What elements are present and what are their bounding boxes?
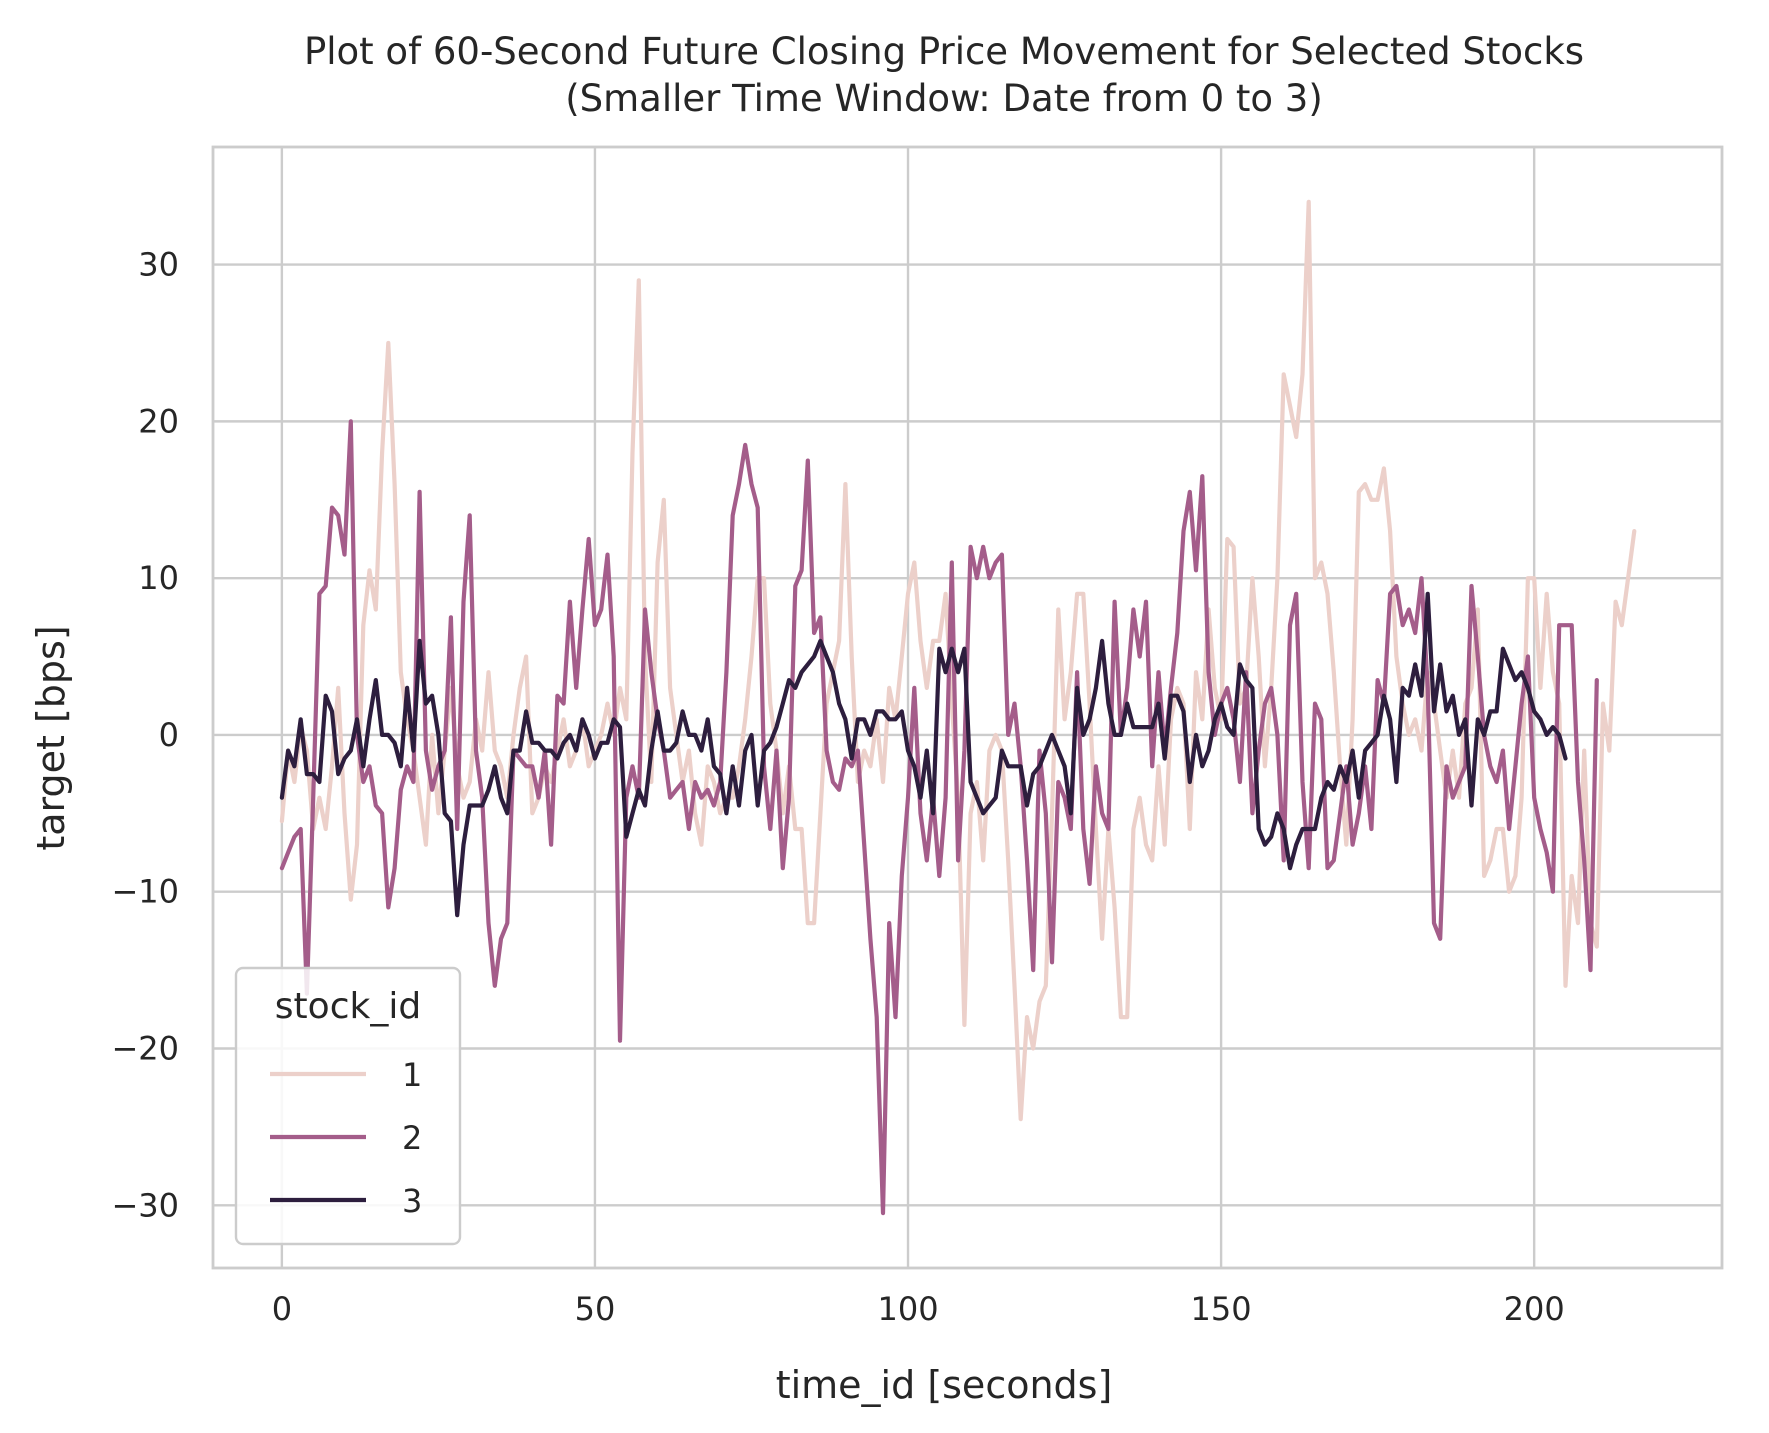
y-tick-label: 20: [138, 402, 179, 440]
y-tick-label: −10: [111, 873, 179, 911]
legend-label-3: 3: [402, 1182, 422, 1220]
x-tick-label: 150: [1191, 1290, 1252, 1328]
chart-title: Plot of 60-Second Future Closing Price M…: [304, 30, 1584, 73]
series-line-3: [279, 591, 1568, 918]
legend-label-1: 1: [402, 1056, 422, 1094]
x-tick-label: 100: [877, 1290, 938, 1328]
chart-subtitle: (Smaller Time Window: Date from 0 to 3): [565, 77, 1323, 120]
x-tick-label: 50: [575, 1290, 616, 1328]
y-tick-label: 30: [138, 246, 179, 284]
y-tick-label: 0: [159, 716, 179, 754]
legend-box: [234, 966, 462, 1246]
y-axis-label: target [bps]: [29, 625, 73, 850]
y-tick-label: −30: [111, 1186, 179, 1224]
axes-frame: [211, 145, 1724, 1270]
series-line-2: [279, 419, 1599, 1216]
y-tick-label: 10: [138, 559, 179, 597]
x-tick-label: 200: [1504, 1290, 1565, 1328]
legend-title: stock_id: [275, 986, 421, 1027]
plot-area: 0 50 100 150 200 −30 −20 −10 0 10 20 30 stock_id 1 2 3: [111, 145, 1724, 1328]
y-tick-label: −20: [111, 1030, 179, 1068]
x-tick-label: 0: [272, 1290, 292, 1328]
x-axis-label: time_id [seconds]: [776, 1363, 1113, 1407]
legend-label-2: 2: [402, 1119, 422, 1157]
